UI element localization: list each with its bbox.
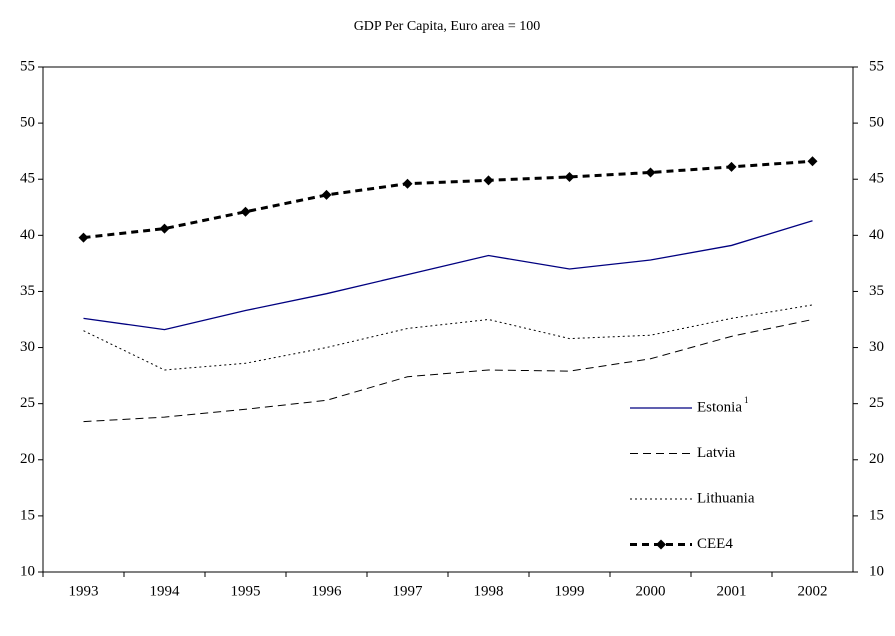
x-tick-label: 1997 [393, 583, 424, 599]
y-tick-label: 55 [20, 58, 35, 74]
point [726, 161, 737, 172]
x-tick-label: 2001 [717, 583, 747, 599]
x-tick-label: 2000 [636, 583, 666, 599]
y2-tick-label: 40 [869, 227, 884, 243]
point [402, 178, 413, 189]
y-tick-label: 35 [20, 283, 35, 299]
x-tick-label: 2002 [798, 583, 828, 599]
y2-tick-label: 15 [869, 507, 884, 523]
series-line [83, 159, 813, 240]
y2-tick-label: 20 [869, 451, 884, 467]
y2-tick-label: 50 [869, 115, 884, 131]
y-tick-label: 15 [20, 507, 35, 523]
y2-tick-label: 55 [869, 58, 884, 74]
y-tick-label: 50 [20, 115, 35, 131]
point [807, 156, 818, 167]
x-tick-label: 1999 [555, 583, 585, 599]
point [656, 539, 666, 550]
legend-label: Lithuania [697, 490, 755, 506]
y2-tick-label: 25 [869, 395, 884, 411]
y-tick-label: 25 [20, 395, 35, 411]
x-tick-label: 1995 [231, 583, 261, 599]
y-tick-label: 20 [20, 451, 35, 467]
series-line [83, 220, 813, 331]
series-line [83, 304, 813, 371]
point [159, 223, 170, 234]
y-tick-label: 40 [20, 227, 35, 243]
y2-tick-label: 10 [869, 563, 884, 579]
x-tick-label: 1998 [474, 583, 504, 599]
legend-label: CEE4 [697, 536, 733, 552]
legend-footnote: 1 [744, 395, 749, 405]
point [78, 232, 89, 243]
x-tick-label: 1994 [150, 583, 181, 599]
point [240, 206, 251, 217]
point [321, 189, 332, 200]
point [483, 175, 494, 186]
point [564, 171, 575, 182]
x-tick-label: 1996 [312, 583, 343, 599]
y2-tick-label: 30 [869, 339, 884, 355]
series-line [83, 319, 813, 423]
legend-label: Latvia [697, 445, 736, 461]
y2-tick-label: 45 [869, 171, 884, 187]
point [645, 167, 656, 178]
chart-title: GDP Per Capita, Euro area = 100 [354, 19, 541, 34]
y2-tick-label: 35 [869, 283, 884, 299]
legend-label: Estonia [697, 399, 742, 415]
y-tick-label: 45 [20, 171, 35, 187]
y-tick-label: 30 [20, 339, 35, 355]
x-tick-label: 1993 [69, 583, 99, 599]
y-tick-label: 10 [20, 563, 35, 579]
